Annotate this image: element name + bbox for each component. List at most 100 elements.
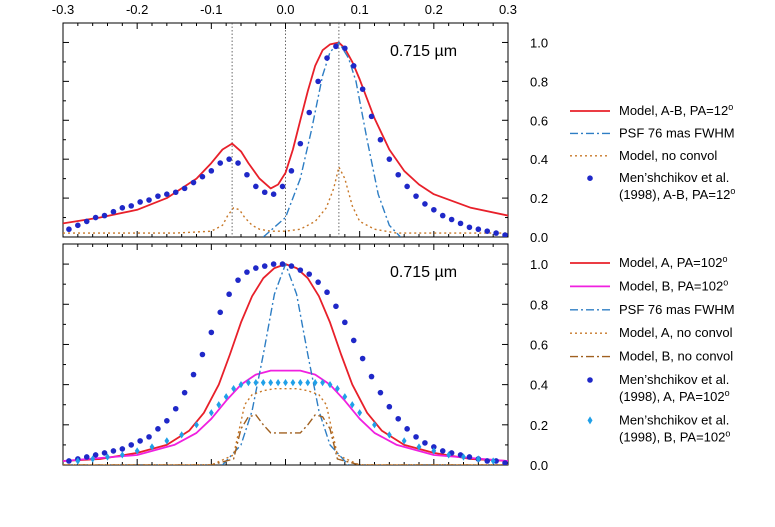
data-point xyxy=(146,434,152,440)
data-point xyxy=(306,109,313,116)
data-point-diamond xyxy=(431,447,437,455)
data-point xyxy=(101,212,108,219)
data-point xyxy=(404,183,410,190)
data-point xyxy=(350,63,357,69)
data-point xyxy=(350,337,357,344)
data-point xyxy=(342,45,348,52)
data-point xyxy=(199,173,206,180)
data-point-diamond xyxy=(349,401,355,409)
y-tick-label: 0.2 xyxy=(530,418,548,433)
data-point xyxy=(190,179,197,186)
data-point xyxy=(484,228,491,234)
data-point xyxy=(137,438,143,444)
data-point xyxy=(493,230,499,236)
y-tick-label: 0.2 xyxy=(530,191,548,206)
data-point xyxy=(128,442,135,448)
legend-label: Model, A-B, PA=12o xyxy=(619,102,733,118)
legend-label: Men’shchikov et al. xyxy=(619,170,729,185)
x-tick-label: -0.1 xyxy=(200,2,222,17)
data-point xyxy=(439,448,446,454)
y-tick-label: 1.0 xyxy=(530,257,548,272)
data-point-diamond xyxy=(223,393,229,401)
data-point xyxy=(190,371,197,378)
data-point xyxy=(92,452,99,458)
data-point xyxy=(110,208,117,215)
data-point xyxy=(439,212,446,219)
data-point-diamond xyxy=(446,451,452,459)
data-point-diamond xyxy=(75,457,81,465)
series-line-1 xyxy=(63,369,508,462)
data-point xyxy=(75,222,81,229)
data-point xyxy=(315,279,321,285)
data-point xyxy=(261,263,268,269)
data-point xyxy=(288,168,295,174)
data-point xyxy=(475,226,482,233)
data-point xyxy=(235,160,241,166)
legend-label: (1998), A-B, PA=12o xyxy=(619,186,735,202)
data-point xyxy=(235,277,241,283)
data-point xyxy=(146,197,152,203)
legend-superscript: o xyxy=(723,277,728,287)
legend-label: (1998), B, PA=102o xyxy=(619,428,730,444)
panel-top: -0.3 -0.2 -0.1 0.0 0.1 0.2 0.3 0.0 0.2 0.4 0.6 0.8 1… xyxy=(52,2,548,245)
data-point xyxy=(226,291,232,298)
legend-label: Men’shchikov et al. xyxy=(619,372,729,387)
series-line-3 xyxy=(63,388,508,465)
data-point xyxy=(110,448,117,454)
data-point xyxy=(164,191,170,197)
data-point-diamond xyxy=(260,379,266,387)
data-point xyxy=(270,191,277,197)
data-point xyxy=(413,193,419,199)
series-line-0 xyxy=(63,41,508,225)
data-point xyxy=(261,189,268,196)
data-point xyxy=(404,426,410,432)
data-point-diamond xyxy=(194,421,199,429)
data-point xyxy=(244,171,250,178)
data-point xyxy=(101,450,108,456)
data-point-diamond xyxy=(372,421,377,429)
data-point-diamond xyxy=(320,379,325,387)
legend-label: PSF 76 mas FWHM xyxy=(619,125,735,140)
wavelength-annotation: 0.715 µm xyxy=(390,264,457,281)
x-tick-label: 0.3 xyxy=(499,2,517,17)
data-point xyxy=(502,232,508,237)
data-point xyxy=(244,269,250,275)
y-tick-label: 0.6 xyxy=(530,337,548,352)
legend-label: Model, A, PA=102o xyxy=(619,254,727,270)
legend-bottom: Model, A, PA=102o Model, B, PA=102o PSF 76… xyxy=(570,254,735,444)
x-tick-label: 0.0 xyxy=(276,2,294,17)
data-point-diamond xyxy=(386,431,392,439)
data-point xyxy=(119,446,126,452)
legend-superscript: o xyxy=(722,254,727,264)
data-point xyxy=(422,201,428,207)
data-point-diamond xyxy=(335,385,340,393)
x-tick-label: -0.3 xyxy=(52,2,74,17)
data-point xyxy=(83,454,90,460)
data-point xyxy=(466,224,473,231)
data-point xyxy=(306,271,313,277)
data-point xyxy=(172,189,179,196)
data-point xyxy=(395,415,402,422)
data-point-diamond xyxy=(312,379,318,387)
y-tick-label: 0.0 xyxy=(530,458,548,473)
data-point xyxy=(395,171,402,178)
legend-swatch-dot xyxy=(587,377,593,383)
series-group xyxy=(63,41,508,237)
legend-label: (1998), A, PA=102o xyxy=(619,388,730,404)
y-tick-label: 0.4 xyxy=(530,378,548,393)
data-point xyxy=(368,373,375,380)
legend-label: Men’shchikov et al. xyxy=(619,412,729,427)
data-point-diamond xyxy=(179,431,185,439)
data-point xyxy=(324,55,330,61)
data-point xyxy=(217,309,224,316)
data-point-diamond xyxy=(164,437,170,445)
data-point xyxy=(279,261,286,267)
series-line-4 xyxy=(63,414,508,465)
data-point-diamond xyxy=(401,437,407,445)
legend-label: Model, A, no convol xyxy=(619,325,733,340)
wavelength-annotation: 0.715 µm xyxy=(390,43,457,60)
y-tick-label: 1.0 xyxy=(530,35,548,50)
data-point xyxy=(333,43,339,50)
data-point xyxy=(431,444,437,450)
data-point xyxy=(431,206,437,213)
